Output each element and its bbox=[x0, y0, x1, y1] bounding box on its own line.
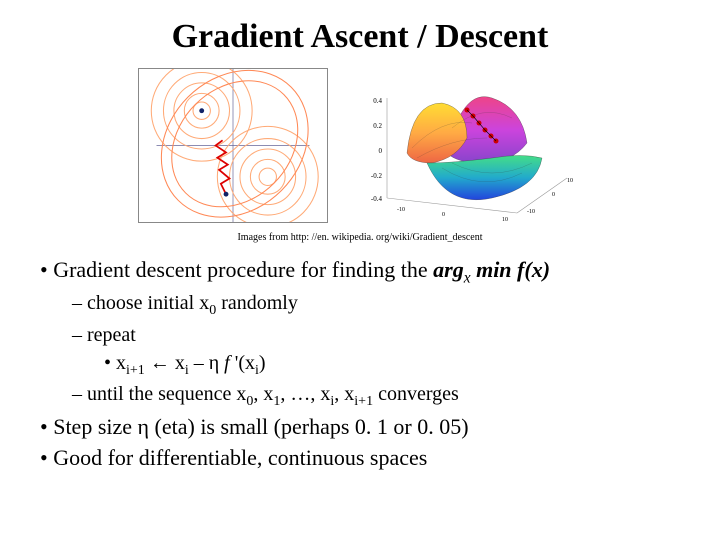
svg-text:-0.4: -0.4 bbox=[371, 195, 383, 203]
s3-c1: , x bbox=[253, 383, 273, 405]
s3-pre: until the sequence x bbox=[87, 383, 246, 405]
figure-row: 0.4 0.2 0 -0.2 -0.4 bbox=[40, 68, 680, 228]
sub-repeat: repeat xi+1 ← xi – η f '(xi) bbox=[72, 321, 680, 381]
s3-c2: , …, x bbox=[280, 383, 330, 405]
sub-update-rule: xi+1 ← xi – η f '(xi) bbox=[104, 349, 680, 381]
s3-c3: , x bbox=[334, 383, 354, 405]
svg-text:0: 0 bbox=[442, 212, 445, 218]
page-title: Gradient Ascent / Descent bbox=[40, 18, 680, 56]
s2a-end: ) bbox=[259, 352, 266, 374]
svg-text:0: 0 bbox=[379, 147, 383, 155]
s3-ip1: i+1 bbox=[354, 394, 373, 409]
surface-plot: 0.4 0.2 0 -0.2 -0.4 bbox=[352, 68, 582, 228]
svg-text:0.4: 0.4 bbox=[373, 97, 382, 105]
bullet-good-for: Good for differentiable, continuous spac… bbox=[40, 443, 680, 474]
b1-arg: arg bbox=[433, 257, 464, 282]
svg-text:0: 0 bbox=[552, 192, 555, 198]
s1: choose initial x bbox=[87, 292, 209, 314]
svg-text:10: 10 bbox=[567, 178, 573, 184]
b1-sub: x bbox=[464, 269, 471, 286]
b1-min: min f(x) bbox=[471, 257, 550, 282]
svg-text:-0.2: -0.2 bbox=[371, 172, 383, 180]
bullet-stepsize: Step size η (eta) is small (perhaps 0. 1… bbox=[40, 412, 680, 443]
s2a-f: f bbox=[224, 352, 235, 374]
svg-text:10: 10 bbox=[502, 217, 508, 223]
svg-text:0.2: 0.2 bbox=[373, 122, 382, 130]
s2a-arrow: ← x bbox=[145, 352, 185, 374]
b1-text: Gradient descent procedure for finding t… bbox=[53, 257, 433, 282]
svg-text:-10: -10 bbox=[397, 207, 405, 213]
contour-plot bbox=[138, 68, 328, 223]
s3-tail: converges bbox=[373, 383, 459, 405]
sub-choose-initial: choose initial x0 randomly bbox=[72, 289, 680, 321]
s2a-mid: – η bbox=[189, 352, 224, 374]
s2a-prime: '(x bbox=[235, 352, 255, 374]
bullet-procedure: Gradient descent procedure for finding t… bbox=[40, 255, 680, 412]
s2a-lhs: x bbox=[116, 352, 126, 374]
sub-until: until the sequence x0, x1, …, xi, xi+1 c… bbox=[72, 380, 680, 412]
s1-tail: randomly bbox=[216, 292, 298, 314]
s2: repeat bbox=[87, 324, 136, 346]
image-caption: Images from http: //en. wikipedia. org/w… bbox=[40, 232, 680, 243]
s2a-lhs-sub: i+1 bbox=[126, 363, 145, 378]
svg-text:-10: -10 bbox=[527, 209, 535, 215]
